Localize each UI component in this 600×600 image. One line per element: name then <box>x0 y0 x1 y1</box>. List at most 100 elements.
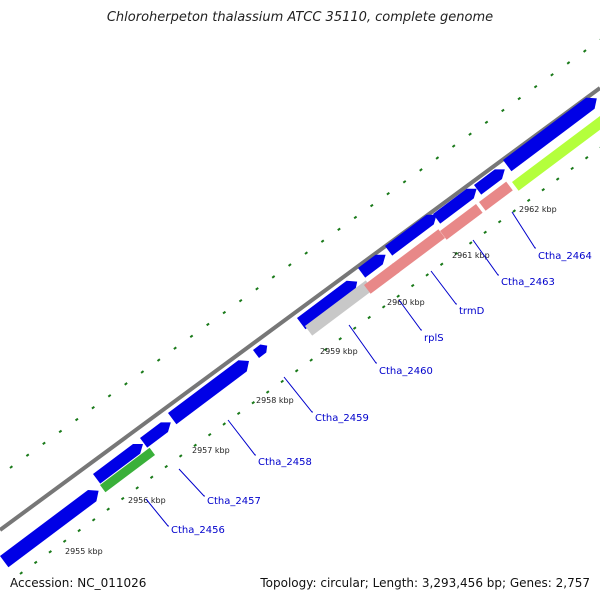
gene-block-rrna[interactable] <box>512 116 600 191</box>
scale-tick <box>468 241 473 245</box>
scale-tick <box>583 49 587 53</box>
scale-tick <box>512 209 517 213</box>
scale-tick <box>501 108 505 113</box>
gene-label-leader <box>398 299 422 331</box>
scale-tick <box>193 443 197 448</box>
scale-tick <box>149 475 154 479</box>
scale-tick <box>483 230 487 234</box>
gene-label[interactable]: Ctha_2463 <box>501 277 555 288</box>
gene-block-forward[interactable] <box>474 169 505 195</box>
scale-label: 2960 kbp <box>387 298 425 307</box>
gene-label-leader <box>178 468 205 497</box>
scale-tick <box>419 168 423 172</box>
scale-tick <box>48 550 52 554</box>
gene-label-leader <box>430 270 457 305</box>
scale-tick <box>402 180 407 184</box>
scale-tick <box>74 417 79 422</box>
scale-tick <box>541 188 546 192</box>
scale-label: 2961 kbp <box>452 251 490 260</box>
scale-tick <box>320 239 325 243</box>
scale-tick <box>386 191 390 196</box>
scale-tick <box>337 227 341 232</box>
scale-tick <box>255 287 259 291</box>
scale-tick <box>107 394 112 398</box>
scale-tick <box>566 61 571 65</box>
scale-tick <box>173 346 177 350</box>
gene-block-forward[interactable] <box>385 214 437 256</box>
scale-tick <box>451 144 456 148</box>
gene-block-forward[interactable] <box>0 490 99 568</box>
scale-label: 2958 kbp <box>256 396 294 405</box>
gene-block-forward[interactable] <box>358 254 386 278</box>
scale-tick <box>156 358 161 362</box>
scale-tick <box>323 347 328 352</box>
gene-block-reverse[interactable] <box>479 181 513 211</box>
scale-tick <box>222 310 227 315</box>
scale-tick <box>265 390 270 394</box>
gene-block-reverse[interactable] <box>440 204 483 240</box>
scale-tick <box>135 486 139 490</box>
scale-tick <box>62 539 67 543</box>
gene-block-forward[interactable] <box>297 280 358 330</box>
genome-title: Chloroherpeton thalassium ATCC 35110, co… <box>106 10 494 25</box>
scale-tick <box>338 337 342 341</box>
gene-block-forward[interactable] <box>93 444 143 484</box>
gene-label-leader <box>145 498 169 527</box>
gene-label[interactable]: Ctha_2464 <box>538 251 592 262</box>
scale-tick <box>120 496 125 501</box>
gene-label[interactable]: rplS <box>424 333 444 344</box>
gene-label[interactable]: trmD <box>459 306 485 317</box>
gene-block-reverse[interactable] <box>364 263 400 294</box>
genome-backbone <box>0 86 600 532</box>
scale-tick <box>304 251 308 255</box>
scale-label: 2955 kbp <box>65 547 103 556</box>
gene-label[interactable]: Ctha_2457 <box>207 496 261 507</box>
gene-block-forward[interactable] <box>433 188 477 224</box>
gene-block-forward[interactable] <box>253 344 268 358</box>
gene-label[interactable]: Ctha_2456 <box>171 525 225 536</box>
scale-tick <box>271 275 276 279</box>
scale-tick <box>396 294 400 298</box>
gene-label-leader <box>511 211 536 249</box>
scale-tick <box>425 273 429 277</box>
scale-tick <box>207 432 212 437</box>
scale-tick <box>222 422 226 426</box>
scale-tick <box>238 298 243 303</box>
gene-block-reverse[interactable] <box>392 229 445 273</box>
scale-tick <box>381 305 386 309</box>
scale-tick <box>570 166 575 171</box>
scale-tick <box>454 251 458 256</box>
scale-tick <box>236 411 241 416</box>
gene-block-rrna-dark[interactable] <box>100 447 155 493</box>
scale-label: 2957 kbp <box>192 446 230 455</box>
gene-block-forward[interactable] <box>503 97 597 172</box>
scale-tick <box>353 215 358 220</box>
scale-tick <box>9 465 13 469</box>
gene-block-pseudogene[interactable] <box>305 280 373 336</box>
gene-block-forward[interactable] <box>168 360 249 425</box>
scale-tick <box>58 429 63 434</box>
scale-tick <box>468 132 472 136</box>
scale-tick <box>526 198 531 203</box>
gene-label[interactable]: Ctha_2460 <box>379 366 433 377</box>
scale-tick <box>106 507 111 511</box>
scale-label: 2962 kbp <box>519 205 557 214</box>
gene-label[interactable]: Ctha_2459 <box>315 413 369 424</box>
scale-tick <box>91 405 95 410</box>
scale-tick <box>584 156 589 160</box>
gene-label[interactable]: Ctha_2458 <box>258 457 312 468</box>
scale-tick <box>410 283 415 288</box>
gene-label-leader <box>348 324 377 364</box>
scale-tick <box>533 84 538 89</box>
scale-tick <box>25 453 30 457</box>
gene-block-forward[interactable] <box>140 422 171 448</box>
scale-tick <box>91 518 96 522</box>
scale-tick <box>140 370 145 374</box>
gene-label-leader <box>472 239 499 276</box>
scale-tick <box>352 326 357 330</box>
scale-tick <box>280 379 284 384</box>
scale-tick <box>309 358 313 362</box>
scale-tick <box>367 315 371 320</box>
scale-tick <box>206 322 210 327</box>
